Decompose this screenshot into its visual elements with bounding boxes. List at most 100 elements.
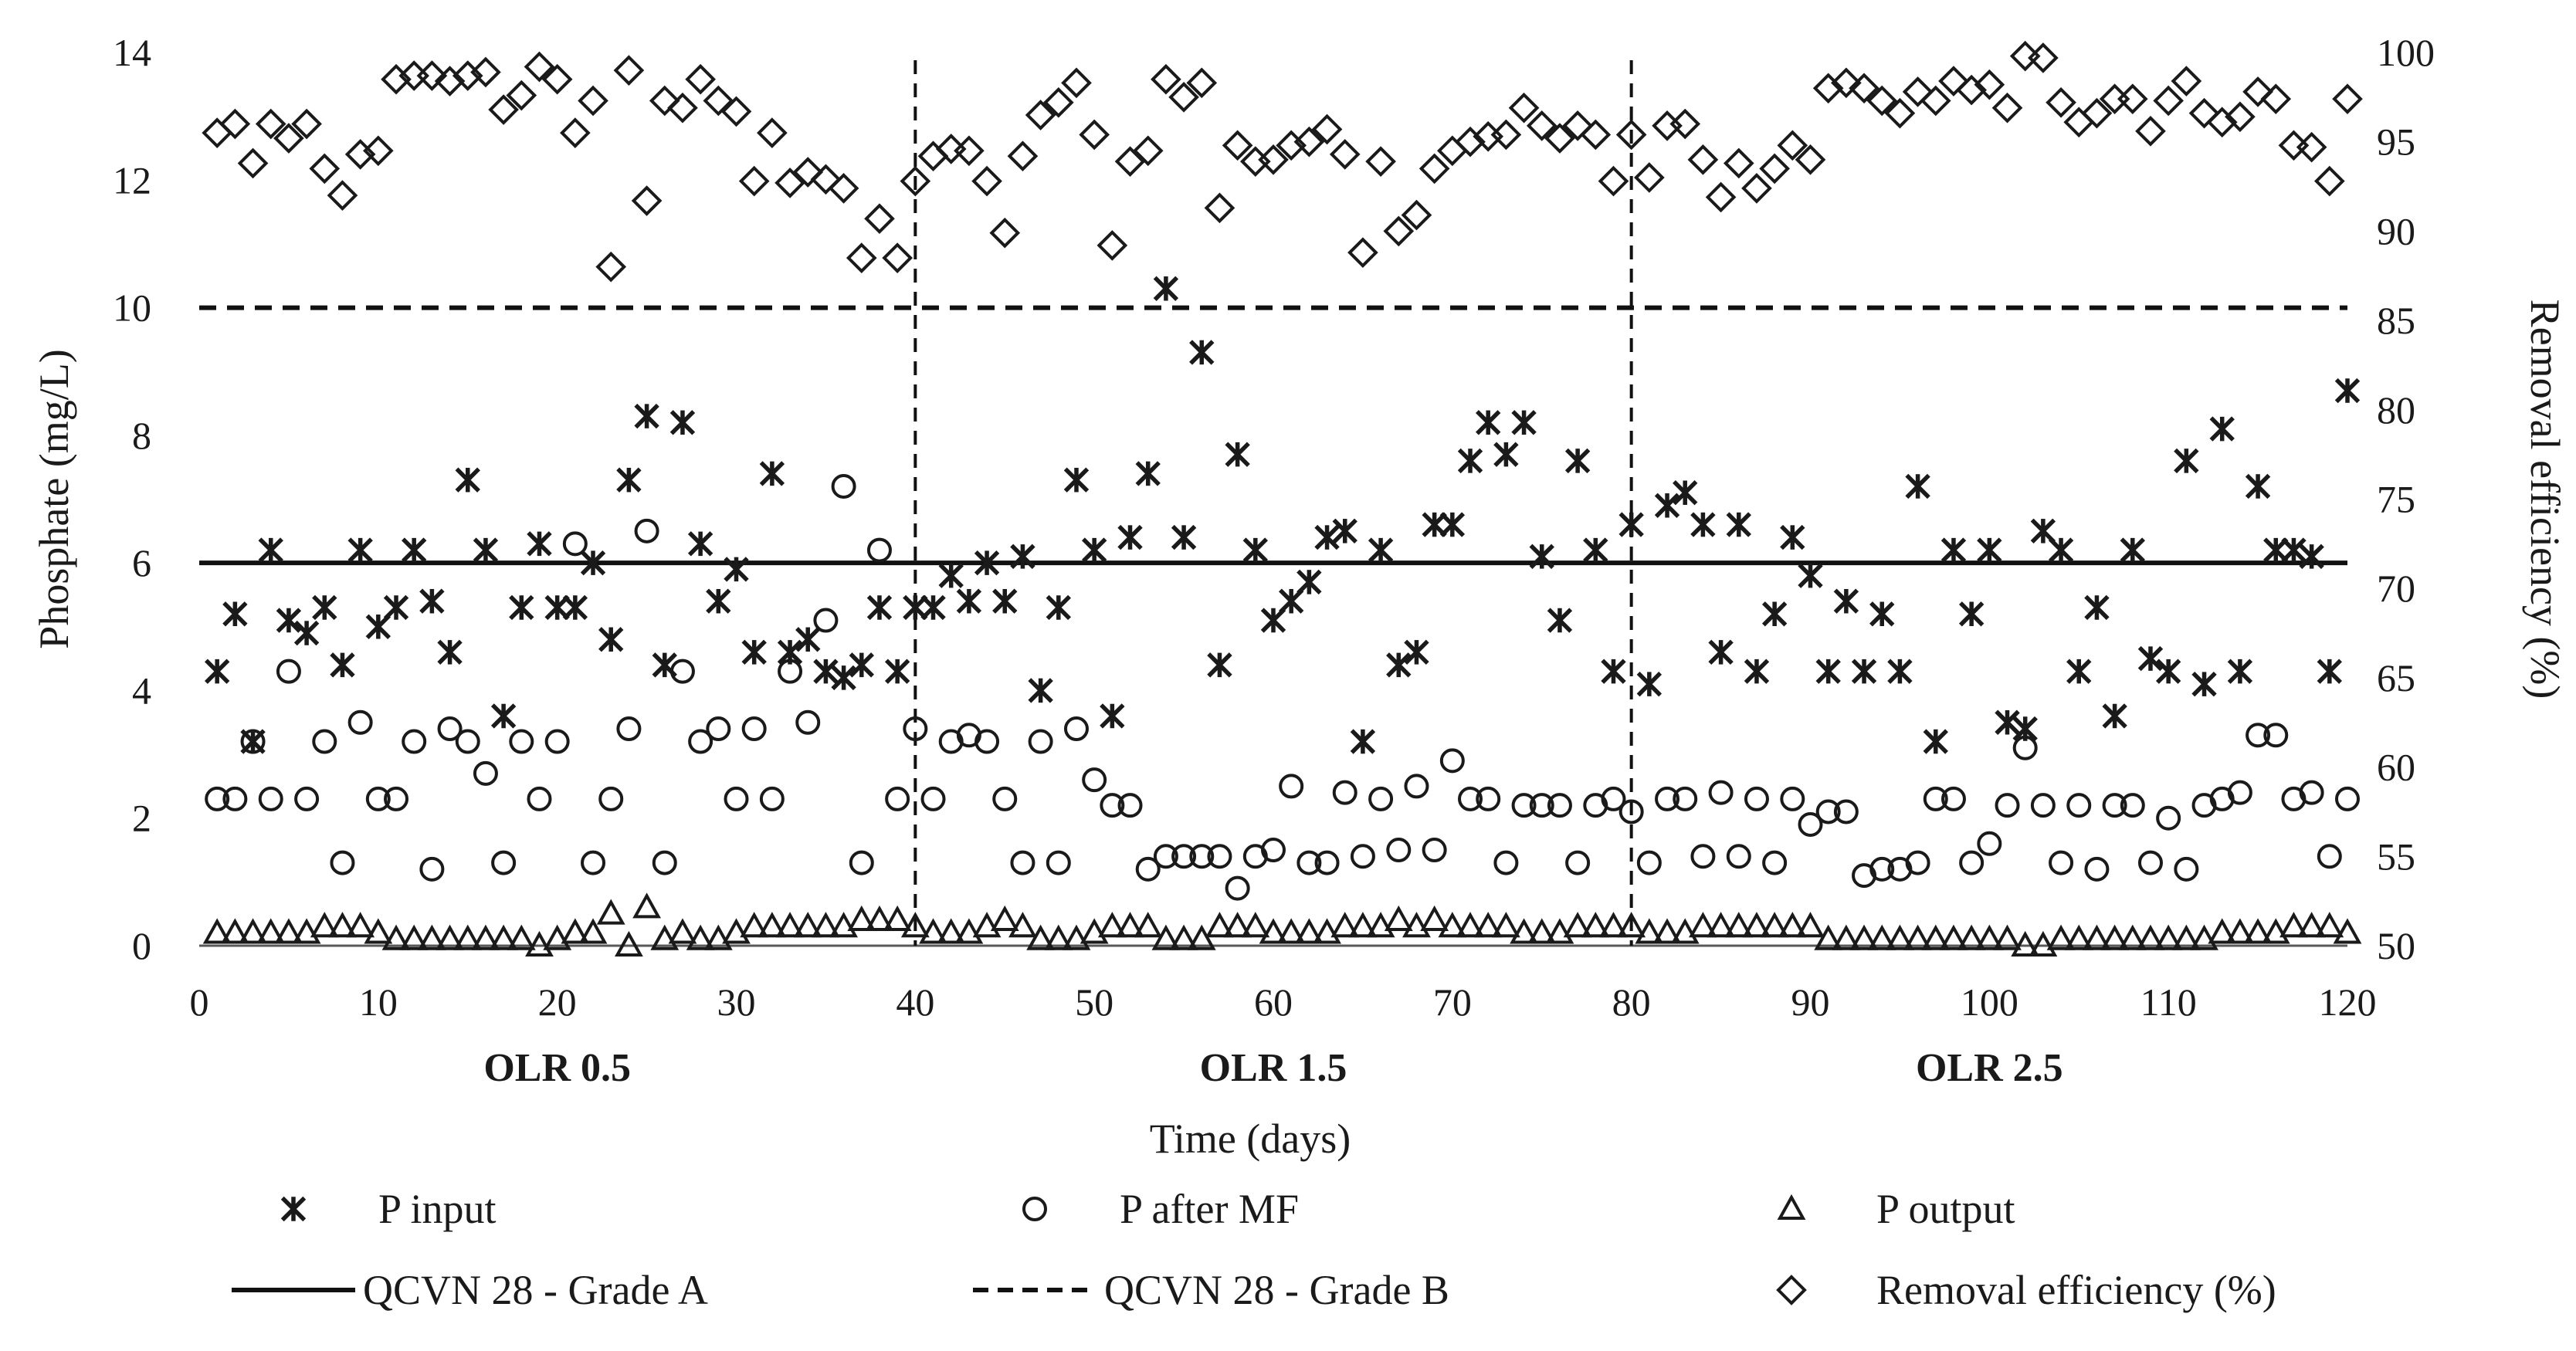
p-input-point	[1225, 442, 1250, 467]
p-after-mf-point	[1780, 786, 1805, 811]
p-input-point	[2334, 378, 2361, 404]
removal-efficiency-point	[2081, 97, 2113, 129]
p-input-point	[706, 588, 731, 614]
p-output-point	[2171, 924, 2201, 950]
y-right-tick-label: 80	[2377, 388, 2415, 432]
removal-efficiency-point	[202, 117, 233, 148]
p-output-point	[489, 924, 518, 950]
p-output-point	[1957, 924, 1986, 950]
removal-efficiency-point	[1186, 67, 1218, 99]
removal-efficiency-point	[1795, 144, 1826, 175]
p-after-mf-point	[724, 786, 749, 811]
p-after-mf-point	[1655, 786, 1680, 811]
p-output-point	[1814, 924, 1843, 950]
y-right-tick-label: 55	[2377, 835, 2415, 878]
p-after-mf-point	[473, 760, 498, 786]
p-input-point	[795, 627, 821, 652]
p-output-point	[525, 930, 554, 957]
p-after-mf-point	[2030, 793, 2056, 818]
p-after-mf-point	[347, 709, 373, 735]
removal-efficiency-point	[2332, 83, 2363, 114]
p-output-point	[1599, 912, 1628, 938]
p-after-mf-point	[276, 659, 301, 684]
p-input-point	[1690, 512, 1716, 537]
series-removal-efficiency	[202, 40, 2363, 283]
p-output-point	[1169, 924, 1198, 950]
p-input-point	[1153, 276, 1179, 301]
p-input-point	[1815, 659, 1841, 684]
p-after-mf-point	[544, 729, 570, 754]
p-output-point	[1563, 912, 1592, 938]
p-input-point	[1564, 448, 1591, 474]
p-input-point	[1905, 473, 1930, 499]
p-input-point	[527, 531, 552, 557]
p-after-mf-point	[1565, 850, 1591, 875]
p-input-point	[1995, 709, 2020, 735]
p-output-point	[812, 912, 840, 938]
removal-efficiency-point	[1759, 153, 1790, 185]
removal-efficiency-point	[219, 108, 251, 140]
x-tick-label: 80	[1612, 980, 1651, 1024]
removal-efficiency-point	[1222, 130, 1253, 161]
removal-efficiency-point	[1418, 153, 1450, 185]
removal-efficiency-point	[1812, 73, 1844, 104]
p-after-mf-point	[240, 729, 266, 754]
p-after-mf-point	[1314, 850, 1340, 875]
p-output-point	[1778, 912, 1807, 938]
p-input-point	[1887, 659, 1913, 684]
p-after-mf-point	[258, 786, 283, 811]
removal-efficiency-point	[2260, 83, 2292, 114]
removal-efficiency-point	[1079, 119, 1110, 151]
y-left-tick-label: 6	[132, 541, 151, 584]
p-output-point	[1187, 924, 1216, 950]
p-after-mf-point	[1995, 793, 2020, 818]
p-after-mf-point	[1547, 793, 1572, 818]
removal-efficiency-point	[1365, 146, 1396, 177]
series-p-input	[204, 276, 2361, 754]
p-output-point	[650, 924, 680, 950]
x-tick-label: 40	[896, 980, 934, 1024]
p-after-mf-point	[2084, 856, 2110, 882]
p-after-mf-point	[222, 786, 248, 811]
p-after-mf-point	[1977, 831, 2002, 856]
p-after-mf-point	[1189, 844, 1215, 869]
y-left-axis-title: Phosphate (mg/L)	[31, 349, 77, 648]
p-output-point	[1974, 924, 2004, 950]
x-tick-label: 60	[1254, 980, 1293, 1024]
removal-efficiency-point	[255, 108, 286, 140]
p-input-point	[598, 627, 624, 652]
p-input-point	[920, 594, 946, 621]
p-after-mf-point	[849, 850, 874, 875]
p-after-mf-point	[903, 716, 928, 742]
p-input-point	[938, 563, 964, 588]
removal-efficiency-point	[810, 164, 842, 195]
p-after-mf-point	[419, 856, 445, 882]
removal-efficiency-point	[344, 139, 376, 170]
p-after-mf-point	[509, 729, 534, 754]
p-input-point	[1189, 340, 1215, 365]
p-after-mf-point	[1386, 838, 1412, 863]
p-output-point	[1993, 924, 2022, 950]
p-after-mf-point	[706, 716, 731, 742]
p-after-mf-point	[795, 709, 821, 735]
legend-label-grade-a: QCVN 28 - Grade A	[363, 1267, 708, 1313]
p-input-point	[365, 614, 391, 639]
removal-efficiency-point	[1490, 119, 1522, 151]
p-after-mf-point	[1476, 786, 1501, 811]
p-input-point	[2048, 537, 2074, 563]
p-output-point	[1438, 912, 1467, 938]
p-input-point	[687, 531, 713, 557]
p-input-point	[1761, 601, 1788, 627]
p-output-point	[292, 918, 321, 944]
removal-efficiency-point	[631, 185, 663, 216]
p-input-point	[276, 608, 302, 633]
p-output-point	[632, 892, 661, 919]
p-input-point	[1529, 543, 1554, 570]
p-output-point	[256, 918, 286, 944]
p-input-point	[383, 594, 409, 621]
p-output-point	[1241, 912, 1270, 938]
removal-efficiency-point	[1831, 67, 1862, 99]
p-input-point	[1780, 524, 1805, 550]
removal-efficiency-point	[828, 173, 859, 204]
removal-efficiency-point	[613, 55, 645, 86]
